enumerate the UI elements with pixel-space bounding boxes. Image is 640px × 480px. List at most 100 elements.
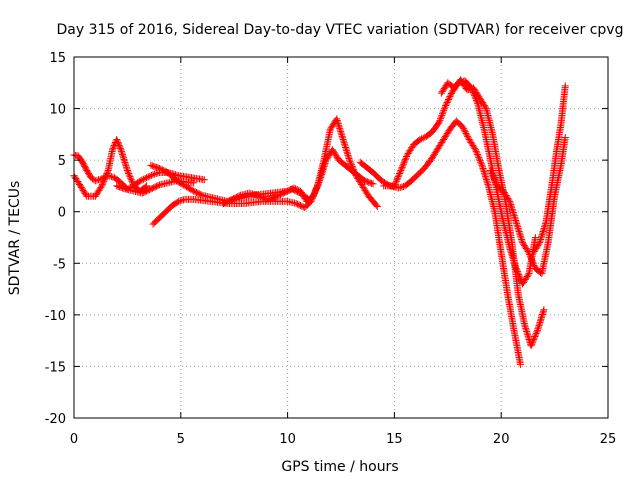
data-point <box>458 79 466 87</box>
data-point <box>157 165 165 173</box>
data-point <box>437 140 445 148</box>
data-point <box>521 243 529 251</box>
data-point <box>274 192 282 200</box>
data-point <box>407 145 415 153</box>
data-point <box>350 167 358 175</box>
data-point <box>326 125 334 133</box>
data-point <box>331 150 339 158</box>
data-point <box>530 261 538 269</box>
data-point <box>143 174 151 182</box>
data-point <box>523 273 531 281</box>
data-point <box>178 196 186 204</box>
plot-frame <box>73 56 609 419</box>
data-point <box>118 184 126 192</box>
data-point <box>481 103 489 111</box>
data-point <box>310 191 318 199</box>
data-point <box>234 193 242 201</box>
y-tick-label: 0 <box>58 206 66 221</box>
data-point <box>524 271 532 279</box>
data-point <box>311 188 319 196</box>
data-point <box>532 329 540 337</box>
data-point <box>176 197 184 205</box>
data-point <box>194 189 202 197</box>
data-point <box>394 173 402 181</box>
data-point <box>139 175 147 183</box>
data-point <box>138 176 146 184</box>
data-point <box>428 155 436 163</box>
data-point <box>463 86 471 94</box>
data-point <box>113 182 121 190</box>
data-point <box>99 179 107 187</box>
data-point <box>441 83 449 91</box>
data-point <box>460 125 468 133</box>
data-point <box>490 174 498 182</box>
data-point <box>291 186 299 194</box>
data-point <box>429 152 437 160</box>
data-point <box>185 185 193 193</box>
series-sat-f <box>220 185 313 207</box>
series-sat-d <box>149 115 381 228</box>
data-point <box>114 182 122 190</box>
data-point <box>415 137 423 145</box>
data-point <box>357 180 365 188</box>
data-markers <box>70 76 569 368</box>
data-point <box>108 146 116 154</box>
data-point <box>71 173 79 181</box>
data-point <box>474 152 482 160</box>
data-point <box>113 136 121 144</box>
data-point <box>535 240 543 248</box>
data-point <box>351 169 359 177</box>
data-point <box>135 178 143 186</box>
data-point <box>221 199 229 207</box>
data-point <box>257 193 265 201</box>
data-point <box>361 186 369 194</box>
data-point <box>440 106 448 114</box>
data-point <box>153 182 161 190</box>
data-point <box>472 147 480 155</box>
data-point <box>279 189 287 197</box>
data-point <box>437 89 445 97</box>
data-point <box>445 94 453 102</box>
data-point <box>126 173 134 181</box>
data-point <box>400 159 408 167</box>
data-point <box>441 103 449 111</box>
data-point <box>391 180 399 188</box>
data-point <box>254 191 262 199</box>
data-point <box>347 159 355 167</box>
data-point <box>434 144 442 152</box>
data-point <box>227 196 235 204</box>
data-point <box>459 123 467 131</box>
data-point <box>476 157 484 165</box>
data-point <box>224 197 232 205</box>
data-point <box>292 187 300 195</box>
data-point <box>473 149 481 157</box>
data-point <box>466 137 474 145</box>
data-point <box>154 164 162 172</box>
data-point <box>123 166 131 174</box>
data-point <box>125 170 133 178</box>
data-point <box>109 144 117 152</box>
data-point <box>459 80 467 88</box>
data-point <box>312 185 320 193</box>
data-point <box>220 199 228 207</box>
data-point <box>150 184 158 192</box>
data-point <box>147 185 155 193</box>
data-point <box>398 163 406 171</box>
data-point <box>392 177 400 185</box>
data-point <box>328 146 336 154</box>
data-point <box>432 147 440 155</box>
data-point <box>401 156 409 164</box>
data-point <box>258 193 266 201</box>
data-point <box>225 197 233 205</box>
data-point <box>100 177 108 185</box>
data-point <box>328 122 336 130</box>
y-tick-label: -5 <box>53 257 66 272</box>
data-point <box>91 192 99 200</box>
data-point <box>480 102 488 110</box>
data-point <box>438 138 446 146</box>
series-sat-e <box>113 177 198 197</box>
data-point <box>296 202 304 210</box>
data-point <box>191 188 199 196</box>
data-point <box>430 150 438 158</box>
data-point <box>523 246 531 254</box>
